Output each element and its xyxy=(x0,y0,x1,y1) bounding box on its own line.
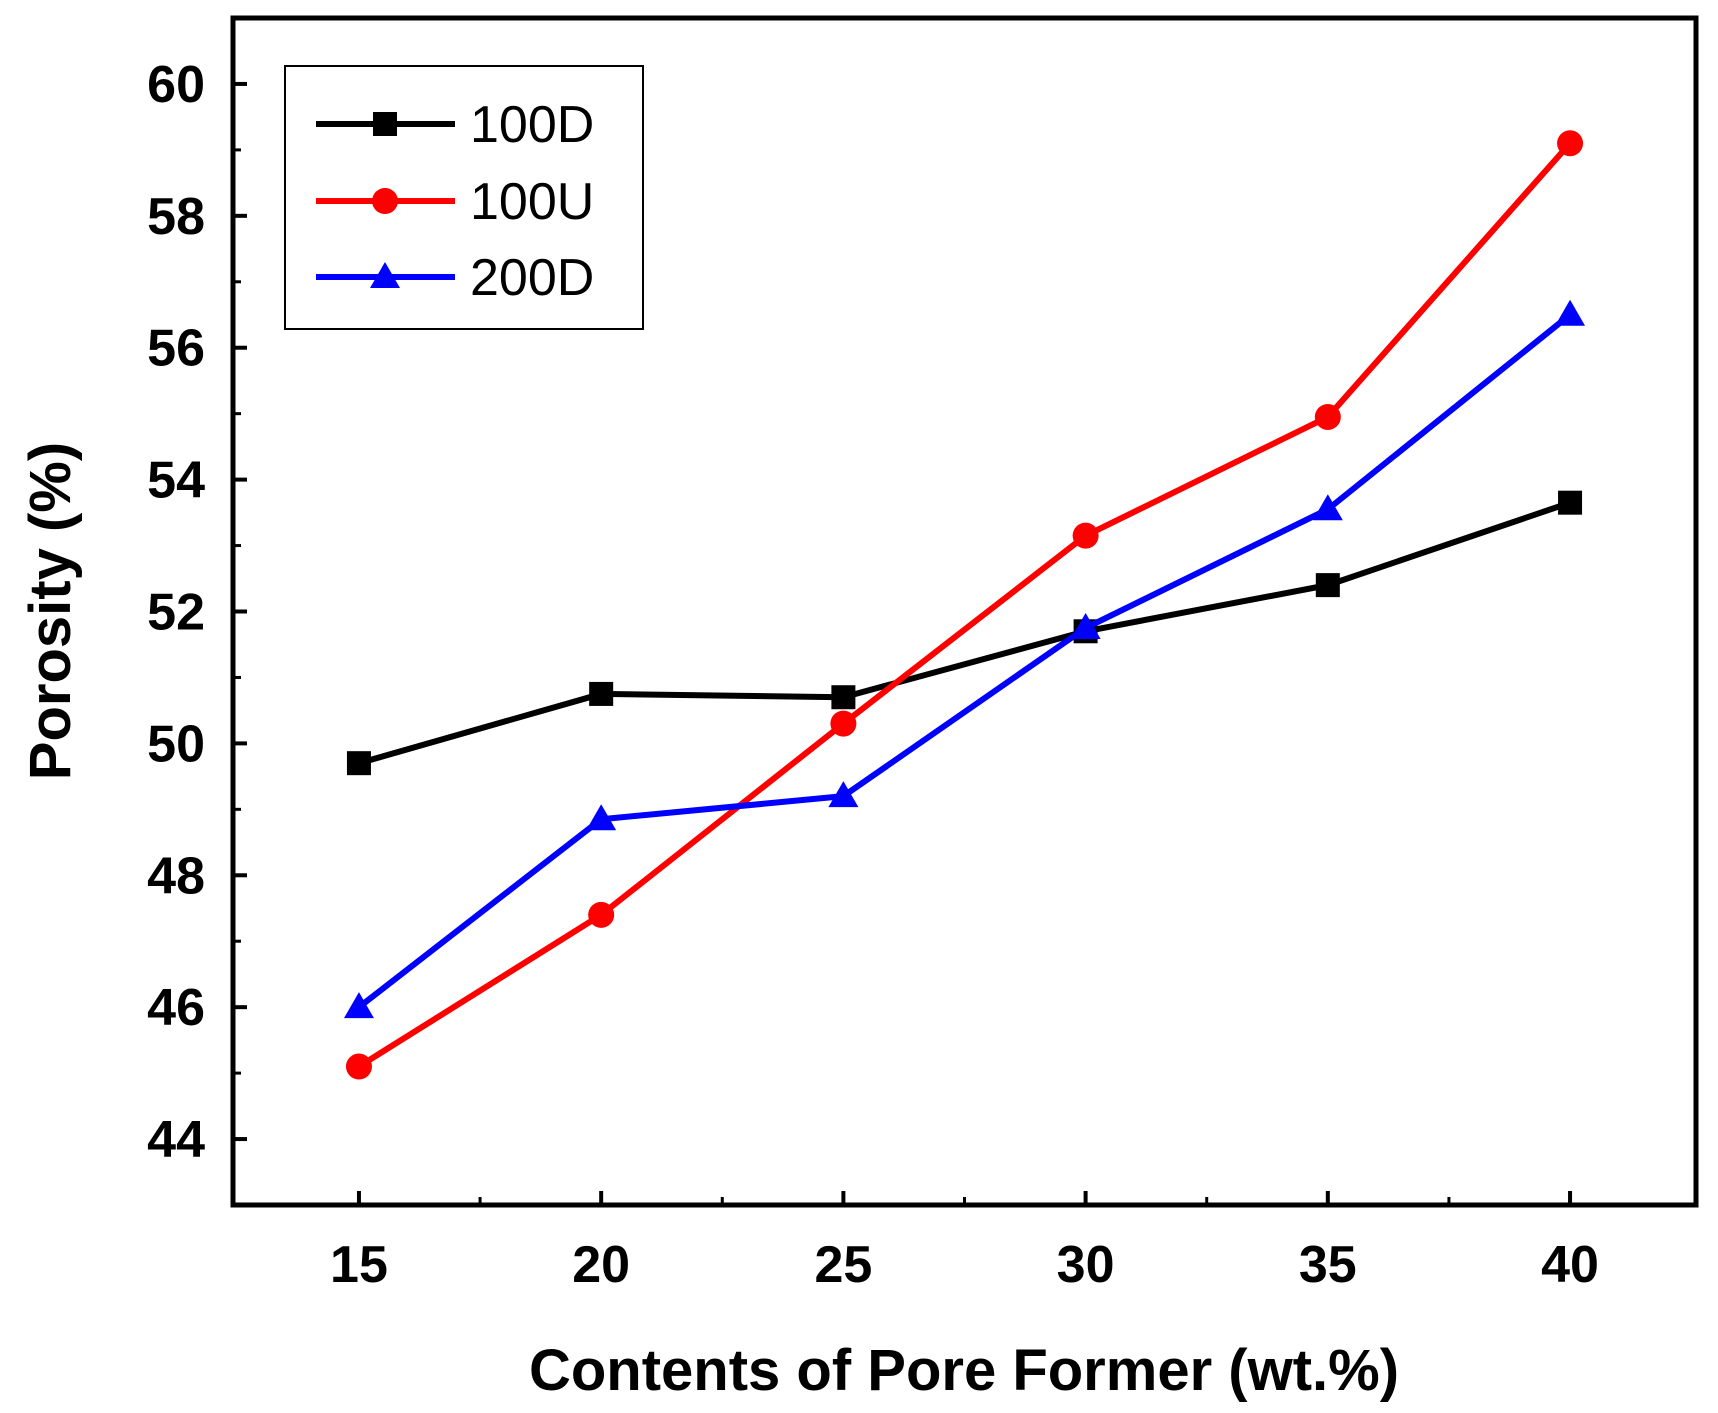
x-tick-label: 30 xyxy=(1057,1236,1115,1294)
series-layer xyxy=(343,130,1586,1080)
legend-label: 200D xyxy=(470,249,594,307)
data-point-100U xyxy=(588,901,615,928)
y-axis-ticks: 44 46 48 50 52 54 56 58 60 xyxy=(147,16,247,1207)
series-100U xyxy=(345,130,1584,1080)
data-point-100U xyxy=(830,710,857,737)
y-tick-label: 46 xyxy=(147,979,205,1037)
data-point-100U xyxy=(1314,403,1341,430)
x-axis-ticks: 15 20 25 30 35 40 xyxy=(330,1191,1599,1294)
data-point-200D xyxy=(343,992,374,1019)
legend-label: 100U xyxy=(470,173,594,231)
x-tick-label: 35 xyxy=(1299,1236,1357,1294)
data-point-100U xyxy=(345,1053,372,1080)
data-point-100U xyxy=(1072,522,1099,549)
data-point-100U xyxy=(1557,130,1584,157)
series-line-200D xyxy=(357,312,1572,1010)
data-point-200D xyxy=(1312,494,1343,521)
series-line-100D xyxy=(358,499,1572,767)
legend-label: 100D xyxy=(470,96,594,154)
legend-box xyxy=(284,65,644,330)
data-point-200D xyxy=(1070,612,1101,639)
y-tick-label: 44 xyxy=(147,1111,205,1169)
legend-marker xyxy=(370,262,400,288)
plot-frame xyxy=(230,15,1699,1208)
y-tick-label: 50 xyxy=(147,715,205,773)
x-tick-label: 40 xyxy=(1541,1236,1599,1294)
data-point-200D xyxy=(586,804,617,831)
legend-marker xyxy=(373,112,397,136)
legend-marker xyxy=(372,188,398,214)
y-tick-label: 58 xyxy=(147,188,205,246)
data-point-100D xyxy=(831,685,856,710)
legend-entry-200D: 200D xyxy=(316,249,594,307)
x-tick-label: 15 xyxy=(330,1236,388,1294)
data-point-200D xyxy=(1555,299,1586,326)
legend-entry-100D: 100D xyxy=(316,96,594,154)
x-axis-title: Contents of Pore Former (wt.%) xyxy=(529,1338,1399,1403)
series-line-100U xyxy=(357,141,1573,1070)
legend-entry-100U: 100U xyxy=(316,173,594,231)
data-point-200D xyxy=(828,781,859,808)
data-point-100D xyxy=(1558,490,1583,515)
y-axis-title: Porosity (%) xyxy=(18,442,83,780)
y-tick-label: 48 xyxy=(147,847,205,905)
data-point-100D xyxy=(589,681,614,706)
legend: 100D 100U 200D xyxy=(284,65,644,330)
series-200D xyxy=(343,299,1586,1019)
x-tick-label: 20 xyxy=(572,1236,630,1294)
x-tick-label: 25 xyxy=(814,1236,872,1294)
y-tick-label: 54 xyxy=(147,452,205,510)
data-point-100D xyxy=(346,751,371,776)
y-tick-label: 60 xyxy=(147,56,205,114)
data-point-100D xyxy=(1315,573,1340,598)
y-tick-label: 56 xyxy=(147,320,205,378)
y-tick-label: 52 xyxy=(147,584,205,642)
